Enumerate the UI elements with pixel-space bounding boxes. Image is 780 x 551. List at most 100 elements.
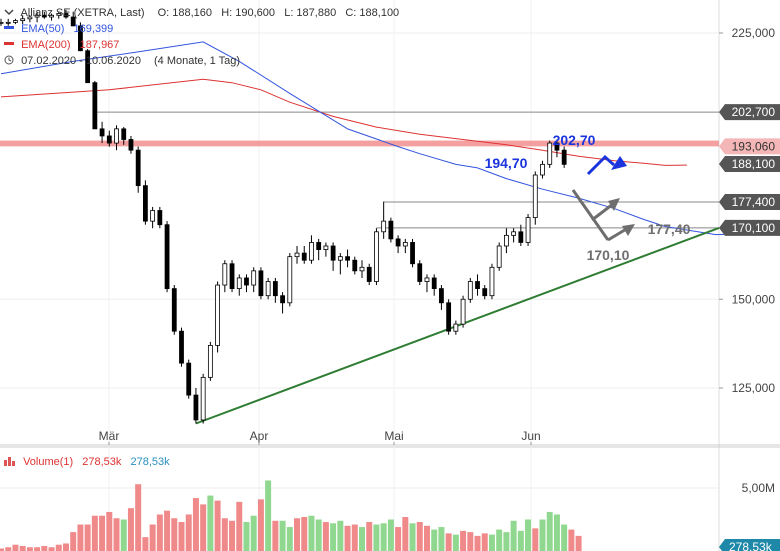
candle-body xyxy=(56,13,62,16)
volume-bar xyxy=(416,522,423,551)
candle-body xyxy=(186,362,192,396)
ema50-legend[interactable]: EMA(50) 169,399 xyxy=(4,22,113,36)
candle-body xyxy=(207,344,213,378)
candle-body xyxy=(5,21,11,24)
candle xyxy=(467,277,473,303)
price-tag: 177,400 xyxy=(719,193,780,210)
candle xyxy=(525,214,531,246)
candle-body xyxy=(171,288,177,332)
volume-bar xyxy=(575,535,582,551)
candle xyxy=(258,267,264,300)
candle-body xyxy=(150,210,156,222)
volume-bar xyxy=(286,527,293,551)
volume-tag-shape xyxy=(719,539,780,551)
volume-bar xyxy=(5,547,12,551)
ema200-legend[interactable]: EMA(200) 187,967 xyxy=(4,38,119,52)
period-info: (4 Monate, 1 Tag) xyxy=(154,55,241,67)
candle-body xyxy=(503,234,509,247)
candle xyxy=(179,327,184,367)
price-tag: 170,100 xyxy=(719,219,780,236)
candle-body xyxy=(337,256,343,261)
volume-bar xyxy=(127,508,134,551)
candle-body xyxy=(374,231,379,282)
period-legend: 07.02.2020 - 10.06.2020 (4 Monate, 1 Tag… xyxy=(4,54,240,68)
collapse-chevron-icon[interactable] xyxy=(4,6,14,16)
candle-body xyxy=(301,252,307,261)
candle xyxy=(402,238,408,254)
ema50-line xyxy=(0,41,745,236)
candle xyxy=(287,253,293,307)
candle xyxy=(352,256,358,275)
candle-body xyxy=(114,128,119,144)
candle xyxy=(49,13,54,21)
candle-body xyxy=(265,281,271,297)
volume-bar xyxy=(106,511,113,551)
candle-body xyxy=(467,281,473,300)
candle xyxy=(5,18,11,26)
candle xyxy=(301,246,307,264)
candle xyxy=(417,260,423,286)
volume-bar xyxy=(91,515,98,551)
bearish-arrow xyxy=(571,189,610,241)
volume-bar xyxy=(532,528,539,551)
candle-body xyxy=(330,245,336,261)
candle-body xyxy=(561,149,567,165)
rebound-arrow-upper xyxy=(591,202,614,222)
candle xyxy=(475,274,480,296)
x-tick-label: Apr xyxy=(250,429,269,443)
volume-bar xyxy=(0,548,4,551)
candle-body xyxy=(532,174,538,218)
price-tag-label: 170,100 xyxy=(732,221,776,235)
candle xyxy=(532,171,538,225)
volume-bar xyxy=(366,522,373,551)
candle-body xyxy=(316,242,322,250)
candle-body xyxy=(439,288,444,304)
candle xyxy=(280,292,285,314)
candle xyxy=(142,180,148,225)
candle xyxy=(171,285,177,335)
x-tick-label: Mär xyxy=(99,429,120,443)
candle-body xyxy=(388,220,394,240)
x-tick-label: Jun xyxy=(521,429,540,443)
annotation-label: 177,40 xyxy=(648,221,691,237)
ema50-swatch-icon xyxy=(4,26,14,29)
volume-bar xyxy=(62,543,69,551)
candle xyxy=(193,388,199,424)
volume-bar xyxy=(553,514,560,551)
volume-tag: 278,53k xyxy=(719,539,780,551)
candle xyxy=(128,135,134,154)
candle xyxy=(157,206,163,229)
candle-body xyxy=(164,224,170,289)
price-tag-shape xyxy=(719,104,780,121)
candle xyxy=(186,359,192,399)
volume-bar xyxy=(546,511,553,551)
price-tag-label: 202,700 xyxy=(732,105,776,119)
candle-body xyxy=(222,263,228,286)
volume-bar xyxy=(359,527,365,551)
volume-bar xyxy=(221,518,228,551)
candle xyxy=(114,125,119,151)
candle xyxy=(316,238,322,261)
candle-body xyxy=(287,256,293,304)
price-annotations: 202,70 194,70 177,40 170,10 xyxy=(485,132,691,263)
candle xyxy=(92,80,98,130)
candle-body xyxy=(27,16,33,20)
volume-bar xyxy=(250,515,257,551)
ema200-label: EMA(200) xyxy=(21,39,71,51)
volume-bar xyxy=(467,532,474,551)
volume-bar xyxy=(192,498,199,551)
time-axis: Mär Apr Mai Jun xyxy=(99,429,541,445)
candle-body xyxy=(106,135,112,144)
price-tag: 188,100 xyxy=(719,155,780,172)
volume-bar xyxy=(214,500,221,551)
candle-body xyxy=(78,25,83,52)
volume-bar xyxy=(395,527,402,551)
candle xyxy=(13,18,18,25)
volume-bar xyxy=(113,518,120,551)
candle xyxy=(388,217,394,243)
candle-body xyxy=(142,185,148,222)
volume-bar xyxy=(41,545,48,551)
candle xyxy=(366,263,372,286)
annotation-label: 194,70 xyxy=(485,155,528,171)
clock-icon xyxy=(4,55,14,65)
